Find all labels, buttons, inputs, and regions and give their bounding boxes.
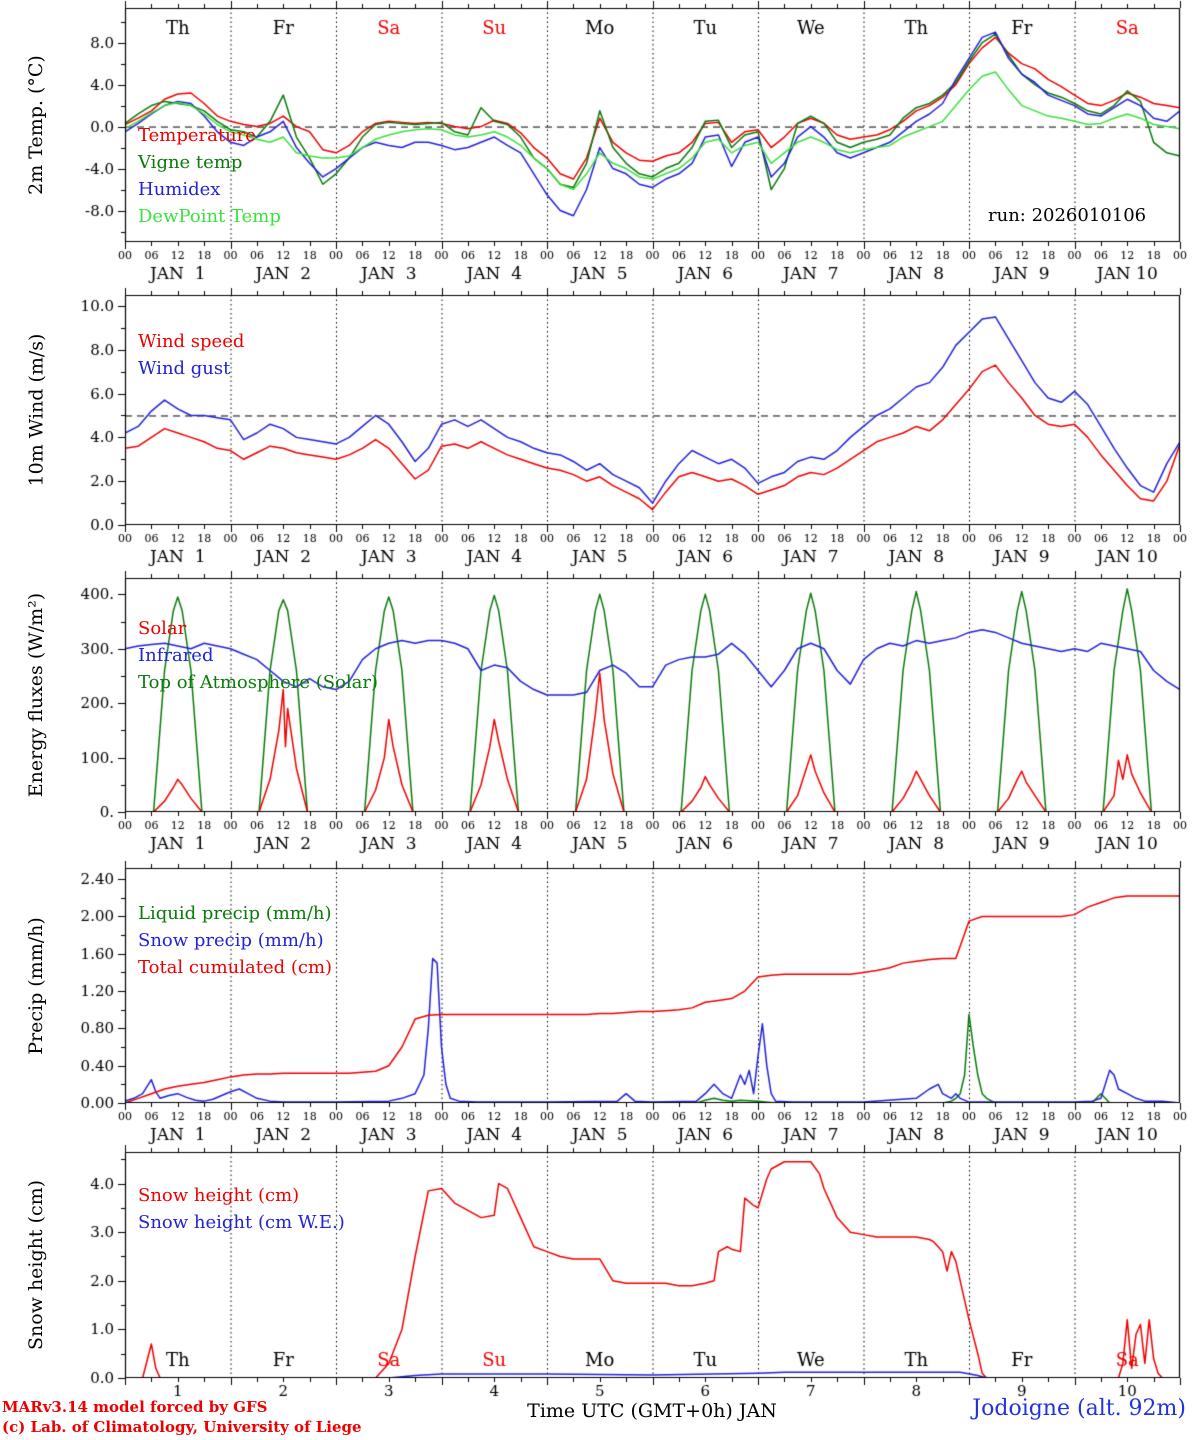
y-axis-title-temp: 2m Temp. (°C) [25,55,47,195]
legend-vigne-temp: Vigne temp [138,152,243,173]
legend-wind-speed: Wind speed [138,331,245,352]
lab-credit: (c) Lab. of Climatology, University of L… [2,1418,362,1436]
y-axis-title-snow: Snow height (cm) [25,1179,48,1351]
y-axis-title-energy: Energy fluxes (W/m²) [25,592,48,798]
station-label: Jodoigne (alt. 92m) [972,1396,1186,1421]
precip-legend: Liquid precip (mm/h) Snow precip (mm/h) … [138,900,332,981]
legend-snow-precip: Snow precip (mm/h) [138,930,324,951]
y-axis-title-wind: 10m Wind (m/s) [25,333,47,487]
model-credit: MARv3.14 model forced by GFS [2,1398,268,1416]
legend-humidex: Humidex [138,179,221,200]
legend-solar: Solar [138,618,187,639]
legend-infrared: Infrared [138,645,214,666]
legend-snow-height: Snow height (cm) [138,1185,300,1206]
legend-total-cumulated: Total cumulated (cm) [138,957,333,978]
legend-wind-gust: Wind gust [138,358,231,379]
energy-legend: Solar Infrared Top of Atmosphere (Solar) [138,615,378,696]
legend-temperature: Temperature [138,125,256,146]
snow-legend: Snow height (cm) Snow height (cm W.E.) [138,1182,345,1236]
run-label: run: 2026010106 [988,205,1147,226]
x-axis-title: Time UTC (GMT+0h) JAN [527,1400,777,1422]
temperature-legend: Temperature Vigne temp Humidex DewPoint … [138,122,281,230]
legend-toa-solar: Top of Atmosphere (Solar) [138,672,379,693]
legend-snow-height-we: Snow height (cm W.E.) [138,1212,345,1233]
wind-legend: Wind speed Wind gust [138,328,244,382]
y-axis-title-precip: Precip (mm/h) [25,916,47,1055]
legend-dewpoint-temp: DewPoint Temp [138,206,281,227]
legend-liquid-precip: Liquid precip (mm/h) [138,903,332,924]
